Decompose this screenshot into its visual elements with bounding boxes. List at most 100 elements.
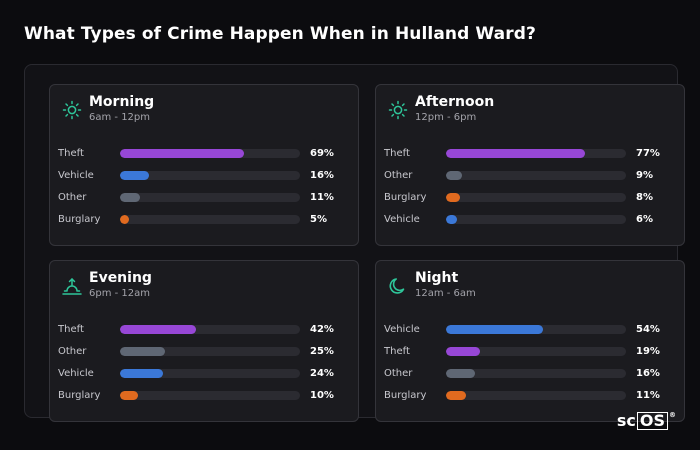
bar-row: Theft 77%	[384, 145, 676, 167]
bar-row: Vehicle 54%	[384, 321, 676, 343]
bar-track	[446, 193, 626, 202]
logo-prefix: sc	[616, 411, 636, 430]
bar-other	[120, 193, 140, 202]
bar-track	[446, 369, 626, 378]
value-label: 10%	[310, 390, 334, 401]
category-label: Other	[58, 346, 87, 357]
bar-row: Burglary 8%	[384, 189, 676, 211]
category-label: Other	[384, 368, 413, 379]
bar-track	[120, 193, 300, 202]
bar-vehicle	[120, 171, 149, 180]
bar-other	[120, 347, 165, 356]
bar-row: Theft 19%	[384, 343, 676, 365]
panel-title: Night	[415, 270, 459, 286]
sun-icon	[388, 100, 408, 120]
category-label: Vehicle	[58, 170, 94, 181]
bar-row: Other 16%	[384, 365, 676, 387]
value-label: 42%	[310, 324, 334, 335]
bar-burglary	[446, 193, 461, 202]
bar-rows: Theft 77% Other 9% Burglary 8% Vehicle 6%	[384, 145, 676, 233]
bar-burglary	[446, 391, 466, 400]
bar-vehicle	[446, 325, 544, 334]
bar-row: Burglary 10%	[58, 387, 350, 409]
scos-logo: sc OS ®	[617, 411, 676, 430]
bar-other	[446, 369, 475, 378]
bar-theft	[446, 347, 481, 356]
bar-track	[446, 347, 626, 356]
value-label: 54%	[636, 324, 660, 335]
bar-track	[120, 347, 300, 356]
category-label: Other	[384, 170, 413, 181]
panel-morning: Morning 6am - 12pm Theft 69% Vehicle 16% Oth…	[49, 84, 359, 246]
bar-rows: Theft 69% Vehicle 16% Other 11% Burglary 5%	[58, 145, 350, 233]
bar-track	[446, 325, 626, 334]
panel-time-range: 12am - 6am	[415, 288, 476, 299]
bar-track	[120, 171, 300, 180]
bar-other	[446, 171, 463, 180]
bar-row: Vehicle 6%	[384, 211, 676, 233]
panel-afternoon: Afternoon 12pm - 6pm Theft 77% Other 9% Burg…	[375, 84, 685, 246]
value-label: 77%	[636, 148, 660, 159]
bar-track	[120, 369, 300, 378]
value-label: 8%	[636, 192, 653, 203]
category-label: Burglary	[384, 192, 427, 203]
category-label: Vehicle	[384, 324, 420, 335]
bar-row: Other 11%	[58, 189, 350, 211]
moon-icon	[388, 276, 408, 296]
logo-box: OS	[636, 411, 668, 430]
panel-title: Evening	[89, 270, 152, 286]
value-label: 24%	[310, 368, 334, 379]
value-label: 5%	[310, 214, 327, 225]
bar-theft	[120, 149, 245, 158]
value-label: 69%	[310, 148, 334, 159]
bar-track	[446, 391, 626, 400]
bar-track	[120, 391, 300, 400]
bar-row: Other 25%	[58, 343, 350, 365]
bar-row: Other 9%	[384, 167, 676, 189]
category-label: Burglary	[384, 390, 427, 401]
bar-vehicle	[120, 369, 164, 378]
panel-time-range: 6am - 12pm	[89, 112, 151, 123]
bar-track	[120, 215, 300, 224]
value-label: 25%	[310, 346, 334, 357]
sun-icon	[62, 100, 82, 120]
registered-mark: ®	[669, 411, 676, 419]
bar-track	[446, 149, 626, 158]
bar-row: Vehicle 24%	[58, 365, 350, 387]
bar-burglary	[120, 215, 129, 224]
category-label: Other	[58, 192, 87, 203]
value-label: 16%	[636, 368, 660, 379]
value-label: 6%	[636, 214, 653, 225]
bar-row: Theft 69%	[58, 145, 350, 167]
bar-theft	[446, 149, 585, 158]
bar-burglary	[120, 391, 138, 400]
category-label: Vehicle	[58, 368, 94, 379]
bar-vehicle	[446, 215, 457, 224]
bar-row: Burglary 11%	[384, 387, 676, 409]
panel-title: Afternoon	[415, 94, 495, 110]
value-label: 11%	[310, 192, 334, 203]
bar-rows: Theft 42% Other 25% Vehicle 24% Burglary 10%	[58, 321, 350, 409]
panel-evening: Evening 6pm - 12am Theft 42% Other 25% Vehic…	[49, 260, 359, 422]
bar-track	[120, 149, 300, 158]
sunset-icon	[62, 276, 82, 296]
value-label: 11%	[636, 390, 660, 401]
bar-track	[446, 171, 626, 180]
panel-time-range: 6pm - 12am	[89, 288, 151, 299]
panel-night: Night 12am - 6am Vehicle 54% Theft 19% Other…	[375, 260, 685, 422]
bar-track	[120, 325, 300, 334]
bar-row: Vehicle 16%	[58, 167, 350, 189]
value-label: 19%	[636, 346, 660, 357]
bar-row: Burglary 5%	[58, 211, 350, 233]
category-label: Vehicle	[384, 214, 420, 225]
bar-rows: Vehicle 54% Theft 19% Other 16% Burglary 11%	[384, 321, 676, 409]
bar-theft	[120, 325, 196, 334]
value-label: 16%	[310, 170, 334, 181]
bar-track	[446, 215, 626, 224]
category-label: Theft	[58, 148, 84, 159]
chart-title: What Types of Crime Happen When in Hulla…	[24, 24, 536, 44]
panel-time-range: 12pm - 6pm	[415, 112, 477, 123]
category-label: Theft	[384, 346, 410, 357]
category-label: Burglary	[58, 390, 101, 401]
category-label: Theft	[58, 324, 84, 335]
